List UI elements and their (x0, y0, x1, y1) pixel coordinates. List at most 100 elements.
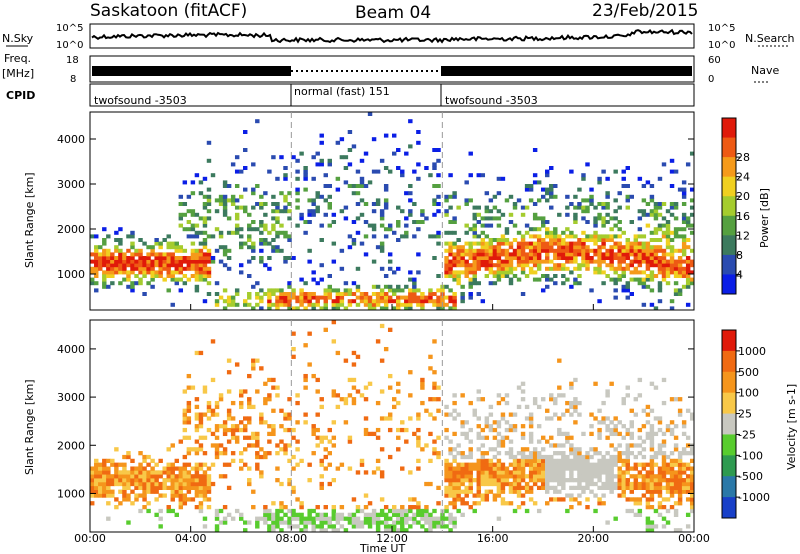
velocity-ylabel: Slant Range [km] (23, 379, 36, 475)
range-gate-cell (420, 299, 425, 304)
range-gate-cell (287, 209, 292, 214)
range-gate-cell (424, 481, 429, 487)
range-gate-cell (400, 508, 405, 514)
range-gate-cell (174, 485, 179, 490)
range-gate-cell (649, 259, 655, 264)
range-gate-cell (496, 466, 502, 471)
range-gate-cell (114, 474, 119, 479)
range-gate-cell (532, 234, 538, 239)
range-gate-cell (553, 263, 558, 268)
range-gate-cell (669, 202, 675, 206)
range-gate-cell (150, 252, 155, 257)
range-gate-cell (206, 497, 212, 502)
range-gate-cell (504, 241, 510, 246)
range-gate-cell (460, 466, 465, 471)
range-gate-cell (557, 470, 562, 475)
range-gate-cell (210, 462, 216, 467)
range-gate-cell (496, 256, 502, 260)
range-gate-cell (673, 424, 679, 429)
range-gate-cell (303, 306, 308, 311)
range-gate-cell (496, 462, 502, 467)
range-gate-cell (504, 198, 510, 203)
range-gate-cell (186, 451, 192, 456)
range-gate-cell (669, 458, 675, 464)
range-gate-cell (375, 466, 381, 471)
range-gate-cell (279, 230, 284, 235)
range-gate-cell (371, 431, 377, 437)
range-gate-cell (468, 227, 473, 232)
range-gate-cell (90, 489, 95, 494)
range-gate-cell (645, 212, 651, 217)
range-gate-cell (126, 493, 131, 498)
range-gate-cell (194, 462, 200, 467)
range-gate-cell (508, 474, 514, 479)
range-gate-cell (677, 466, 683, 471)
range-gate-cell (122, 454, 127, 460)
range-gate-cell (198, 248, 204, 253)
range-gate-cell (460, 489, 465, 494)
range-gate-cell (496, 443, 502, 448)
range-gate-cell (528, 485, 534, 490)
range-gate-cell (182, 202, 188, 206)
range-gate-cell (677, 474, 683, 479)
range-gate-cell (367, 520, 373, 525)
range-gate-cell (613, 288, 618, 293)
range-gate-cell (532, 252, 538, 257)
range-gate-cell (190, 485, 196, 490)
range-gate-cell (404, 528, 409, 533)
range-gate-cell (681, 478, 687, 483)
range-gate-cell (516, 485, 522, 490)
range-gate-cell (653, 252, 659, 257)
range-gate-cell (653, 474, 659, 479)
cpid-strip: CPID twofsound -3503 normal (fast) 151 t… (6, 83, 695, 107)
range-gate-cell (565, 259, 570, 264)
range-gate-cell (271, 288, 276, 293)
range-gate-cell (198, 416, 204, 421)
range-gate-cell (484, 274, 490, 278)
range-gate-cell (178, 470, 184, 475)
range-gate-cell (621, 284, 626, 289)
range-gate-cell (621, 259, 626, 264)
range-gate-cell (625, 462, 630, 467)
range-gate-cell (508, 439, 514, 444)
range-gate-cell (323, 306, 328, 311)
range-gate-cell (190, 209, 196, 214)
range-gate-cell (400, 288, 405, 293)
range-gate-cell (432, 397, 437, 402)
range-gate-cell (621, 474, 626, 479)
range-gate-cell (561, 274, 566, 278)
range-gate-cell (319, 223, 324, 228)
range-gate-cell (448, 241, 453, 246)
range-gate-cell (677, 458, 683, 464)
range-gate-cell (585, 478, 590, 483)
range-gate-cell (247, 212, 252, 217)
range-gate-cell (416, 220, 421, 224)
range-gate-cell (633, 501, 639, 506)
range-gate-cell (460, 248, 465, 253)
range-gate-cell (412, 202, 417, 206)
range-gate-cell (158, 270, 163, 275)
range-gate-cell (528, 256, 534, 260)
range-gate-cell (673, 230, 679, 235)
range-gate-cell (456, 508, 461, 514)
range-gate-cell (206, 489, 212, 494)
range-gate-cell (577, 481, 582, 487)
range-gate-cell (234, 288, 240, 293)
range-gate-cell (472, 408, 477, 413)
range-gate-cell (408, 198, 413, 203)
range-gate-cell (311, 295, 316, 300)
range-gate-cell (138, 474, 143, 479)
range-gate-cell (641, 302, 647, 307)
range-gate-cell (238, 512, 244, 517)
range-gate-cell (545, 474, 550, 479)
range-gate-cell (476, 263, 481, 268)
range-gate-cell (504, 478, 510, 483)
range-gate-cell (114, 462, 119, 467)
range-gate-cell (134, 485, 139, 490)
range-gate-cell (363, 427, 369, 433)
range-gate-cell (331, 420, 337, 425)
range-gate-cell (371, 223, 377, 228)
range-gate-cell (476, 205, 481, 210)
range-gate-cell (520, 389, 526, 394)
range-gate-cell (520, 431, 526, 437)
